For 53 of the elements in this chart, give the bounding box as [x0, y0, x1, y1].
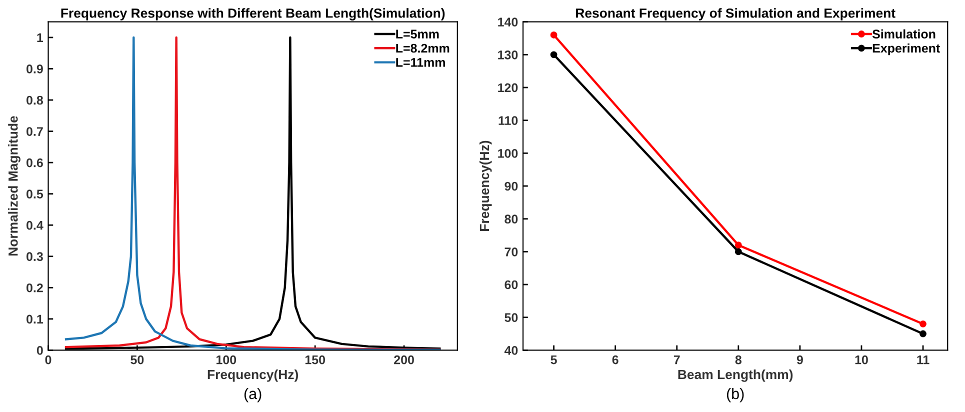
point [920, 320, 926, 328]
x-tick-label: 0 [45, 355, 52, 364]
x-tick-label: 100 [216, 355, 236, 364]
y-tick-label: 50 [504, 313, 518, 322]
y-tick-label: 0.6 [26, 158, 43, 168]
y-tick-label: 1 [37, 33, 44, 42]
legend-label: L=8.2mm [396, 44, 450, 53]
y-tick-label: 100 [498, 148, 518, 158]
x-axis-title: Beam Length(mm) [678, 369, 793, 382]
y-axis-title: Normalized Magnitude [8, 116, 20, 256]
y-tick-label: 120 [498, 83, 518, 92]
x-tick-label: 5 [550, 356, 557, 364]
point [920, 330, 926, 338]
y-tick-label: 0.2 [26, 283, 43, 292]
x-tick-label: 8 [735, 355, 742, 364]
x-tick-label: 200 [394, 355, 414, 364]
y-tick-label: 130 [498, 50, 518, 60]
y-tick-label: 70 [504, 247, 518, 256]
x-tick-label: 11 [917, 356, 930, 364]
text: (b) [726, 388, 744, 402]
y-tick-label: 80 [504, 214, 518, 224]
point [734, 248, 742, 256]
x-tick-label: 7 [674, 356, 680, 364]
legend-label: L=5mm [396, 30, 439, 39]
x-tick-label: 6 [612, 355, 618, 364]
x-tick-label: 10 [855, 355, 868, 364]
x-axis-title: Frequency(Hz) [208, 369, 298, 382]
point [734, 242, 742, 249]
y-tick-label: 0.4 [26, 220, 44, 230]
y-tick-label: 0.3 [26, 252, 43, 262]
y-tick-label: 140 [498, 18, 518, 26]
point [550, 32, 558, 38]
y-tick-label: 0.1 [26, 314, 44, 324]
x-tick-label: 150 [305, 355, 326, 364]
y-tick-label: 0.5 [26, 190, 44, 198]
legend-label: Simulation [872, 29, 936, 39]
text: (a) [244, 388, 262, 402]
y-tick-label: 110 [498, 116, 518, 125]
y-tick-label: 0 [36, 346, 43, 355]
y-tick-label: 40 [504, 346, 518, 355]
x-tick-label: 9 [796, 355, 803, 364]
legend-label: Experiment [872, 43, 940, 56]
x-tick-label: 50 [130, 355, 144, 364]
legend-label: L=11mm [396, 58, 445, 67]
chart-title: Frequency Response with Different Beam Length(Simulation) [61, 8, 445, 20]
y-tick-label: 90 [504, 182, 518, 191]
y-tick-label: 60 [504, 280, 518, 290]
point [550, 51, 558, 58]
y-tick-label: 0.9 [26, 64, 43, 74]
y-axis-title: Frequency(Hz) [479, 140, 492, 231]
y-tick-label: 0.7 [26, 127, 43, 136]
y-tick-label: 0.8 [26, 96, 44, 105]
chart-title: Resonant Frequency of Simulation and Experiment [576, 8, 896, 20]
